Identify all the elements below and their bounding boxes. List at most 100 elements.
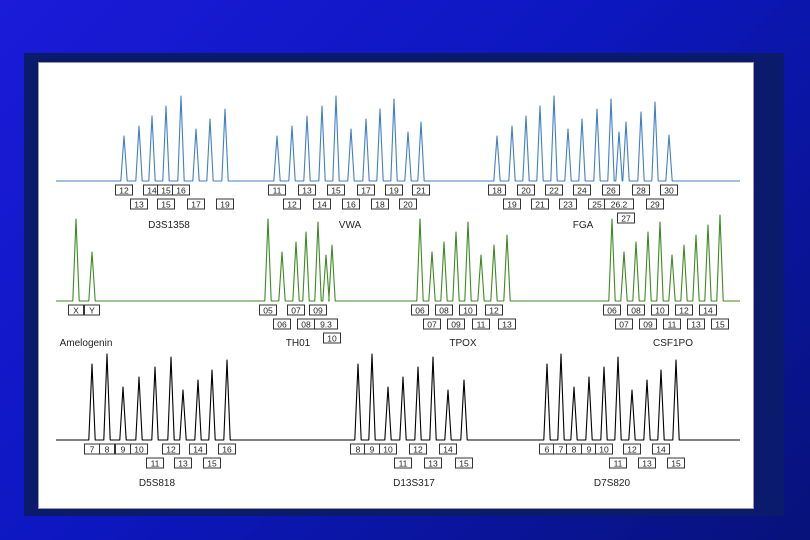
locus-name: FGA	[573, 220, 594, 231]
allele-label-box	[99, 443, 115, 455]
allele-label-box	[411, 304, 429, 316]
allele-label-box	[663, 318, 681, 330]
allele-label-box	[385, 184, 403, 196]
allele-label-box	[638, 457, 656, 469]
locus-d7s820: 6 7 8 9 10 12 14 11 13 15 D7S820	[539, 443, 685, 489]
allele-label: 30	[664, 186, 674, 196]
allele-label-box	[503, 198, 521, 210]
allele-label: 9	[121, 445, 126, 455]
allele-label-box	[711, 318, 729, 330]
allele-label: 13	[642, 459, 652, 469]
allele-label: 10	[599, 445, 609, 455]
allele-label-box	[447, 318, 465, 330]
allele-label: Y	[89, 306, 95, 316]
allele-label: 15	[161, 200, 171, 210]
allele-label-box	[287, 304, 305, 316]
allele-label-box	[379, 443, 397, 455]
allele-label: 08	[439, 306, 449, 316]
allele-label: 10	[327, 334, 337, 344]
allele-label-box	[423, 318, 441, 330]
allele-label: 15	[331, 186, 341, 196]
allele-label: 11	[399, 459, 408, 469]
allele-label: 13	[302, 186, 312, 196]
allele-label: 21	[535, 200, 545, 210]
allele-label: 10	[134, 445, 144, 455]
allele-label: 8	[356, 445, 361, 455]
allele-label: 7	[90, 445, 95, 455]
allele-label-box	[216, 198, 234, 210]
allele-label: 14	[193, 445, 203, 455]
allele-label: 9	[370, 445, 375, 455]
allele-label-box	[485, 304, 503, 316]
locus-fga: 18 20 22 24 26 28 30 19 21 23 25 26.2 29 27 FGA	[488, 184, 678, 231]
allele-label: 11	[668, 320, 677, 330]
allele-label: 06	[607, 306, 617, 316]
allele-label-box	[314, 318, 338, 330]
allele-label: 14	[317, 200, 327, 210]
allele-label: 18	[375, 200, 385, 210]
allele-label: 16	[346, 200, 356, 210]
allele-label-box	[409, 443, 427, 455]
allele-label: 17	[191, 200, 201, 210]
allele-label: 13	[134, 200, 144, 210]
allele-label-box	[699, 304, 717, 316]
allele-label-box	[130, 443, 148, 455]
allele-label-box	[459, 304, 477, 316]
allele-label-box	[309, 304, 327, 316]
allele-label: 15	[459, 459, 469, 469]
allele-label-box	[573, 184, 591, 196]
allele-label: 10	[383, 445, 393, 455]
allele-label: 15	[207, 459, 217, 469]
locus-th01: 05 07 09 06 08 9.3 10 TH01	[259, 304, 341, 349]
allele-label: 26.2	[611, 200, 628, 210]
allele-label: 08	[301, 320, 311, 330]
allele-label-box	[187, 198, 205, 210]
allele-label: 22	[549, 186, 559, 196]
allele-label-box	[327, 184, 345, 196]
allele-label-box	[639, 318, 657, 330]
allele-label: 12	[166, 445, 176, 455]
allele-label-box	[435, 304, 453, 316]
locus-tpox: 06 08 10 12 07 09 11 13 TPOX	[411, 304, 516, 349]
allele-label-box	[146, 457, 164, 469]
electropherogram-green-dye-trace	[56, 214, 740, 302]
electropherogram-yellow-dye-trace	[56, 353, 740, 441]
allele-label: 06	[277, 320, 287, 330]
allele-label: 12	[119, 186, 129, 196]
locus-d3s1358: 12 14 15 16 13 15 17 19 D3S1358	[115, 184, 234, 231]
allele-label-box	[394, 457, 412, 469]
allele-label: 11	[273, 186, 282, 196]
allele-label-box	[602, 184, 620, 196]
allele-label: 05	[263, 306, 273, 316]
allele-label-box	[283, 198, 301, 210]
allele-label-box	[371, 198, 389, 210]
allele-label: 14	[703, 306, 713, 316]
electropherogram-blue-dye-trace	[56, 95, 740, 182]
allele-label-box	[488, 184, 506, 196]
allele-label-box	[531, 198, 549, 210]
allele-label-box	[617, 212, 635, 224]
allele-label-box	[603, 304, 621, 316]
allele-label: 20	[403, 200, 413, 210]
allele-label-box	[615, 318, 633, 330]
allele-label: 21	[416, 186, 426, 196]
locus-name: D3S1358	[148, 220, 190, 231]
allele-label: 13	[502, 320, 512, 330]
allele-label: 11	[151, 459, 160, 469]
allele-label: 14	[147, 186, 157, 196]
allele-label-box	[115, 184, 133, 196]
allele-label-box	[342, 198, 360, 210]
allele-label: 25	[592, 200, 602, 210]
locus-vwa: 11 13 15 17 19 21 12 14 16 18 20 VWA	[268, 184, 430, 231]
allele-label-box	[559, 198, 577, 210]
locus-name: D13S317	[393, 478, 435, 489]
allele-label-box	[472, 318, 490, 330]
allele-label: 27	[621, 214, 631, 224]
locus-name: VWA	[339, 220, 362, 231]
allele-label-box	[313, 198, 331, 210]
locus-name: TH01	[286, 338, 311, 349]
allele-label-box	[162, 443, 180, 455]
allele-label-box	[174, 457, 192, 469]
allele-label: 09	[313, 306, 323, 316]
